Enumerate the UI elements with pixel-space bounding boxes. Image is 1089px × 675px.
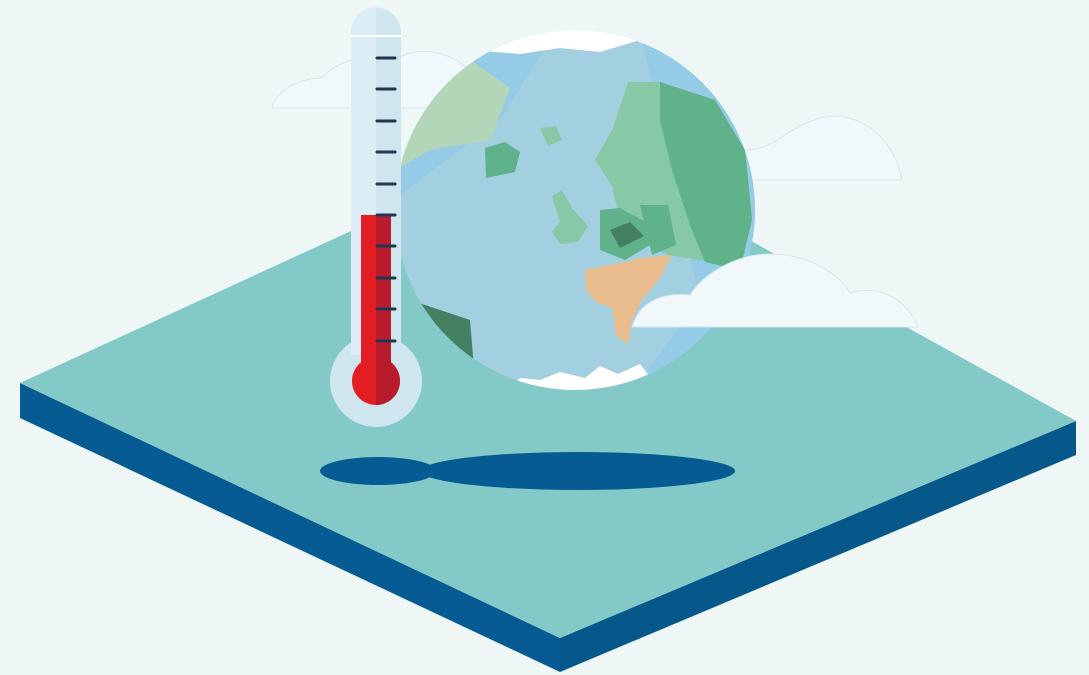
cloud-back-right [744, 115, 903, 181]
cloud-front-right [631, 253, 919, 328]
platform-side-left [20, 383, 560, 672]
thermometer-ticks [375, 56, 397, 343]
platform-side-right [560, 421, 1076, 672]
mercury-column [361, 215, 376, 375]
thermometer [330, 7, 422, 427]
shadow [320, 452, 735, 490]
